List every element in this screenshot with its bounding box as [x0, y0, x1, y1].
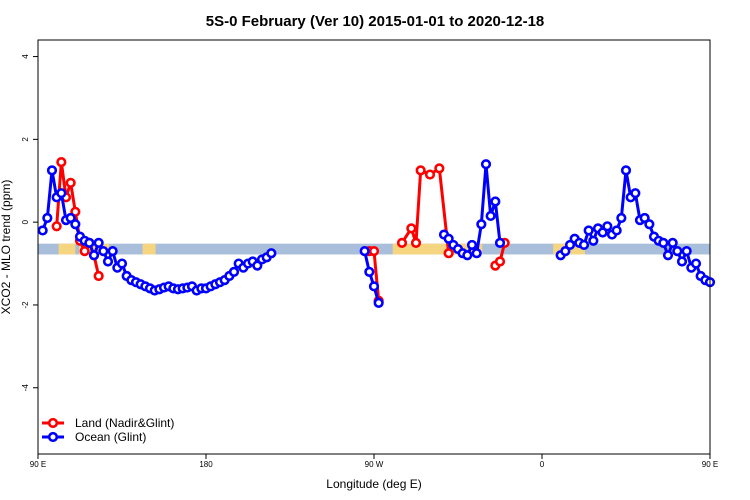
series-point-ocean: [639, 212, 650, 224]
series-point-ocean: [672, 246, 683, 257]
series-point-land: [70, 206, 81, 217]
series-point-ocean: [578, 239, 590, 251]
legend-marker: [47, 431, 59, 443]
series-point-land: [51, 221, 62, 232]
series-point-land: [56, 157, 67, 168]
series-point-ocean: [471, 248, 482, 259]
series-point-land: [434, 163, 445, 174]
series-point-ocean: [364, 266, 375, 277]
series-point-ocean: [597, 227, 608, 238]
series-point-land: [424, 169, 436, 180]
x-tick-label: 90 E: [702, 460, 718, 469]
series-line-land: [400, 165, 451, 254]
series-layer: [37, 157, 716, 308]
series-point-ocean: [373, 297, 384, 308]
legend-marker: [47, 417, 59, 429]
series-point-land: [406, 223, 417, 234]
series-point-ocean: [616, 212, 627, 224]
series-point-ocean: [630, 188, 641, 199]
series-point-land: [368, 246, 380, 257]
series-point-ocean: [476, 219, 487, 230]
y-axis: 4 2 0 -2 -4: [21, 54, 38, 392]
series-point-ocean: [494, 237, 506, 248]
series-point-ocean: [611, 225, 622, 236]
series-point-ocean: [583, 225, 594, 236]
series-point-ocean: [667, 237, 678, 248]
series-point-ocean: [98, 246, 109, 257]
series-point-ocean: [37, 225, 48, 236]
y-tick-label: 2: [21, 137, 30, 142]
series-point-ocean: [107, 246, 118, 257]
series-point-ocean: [359, 246, 370, 257]
legend-label: Ocean (Glint): [75, 430, 146, 444]
y-tick-label: -2: [21, 301, 30, 309]
series-point-ocean: [560, 246, 571, 257]
band-land: [392, 243, 483, 255]
x-tick-label: 90 W: [365, 460, 384, 469]
y-tick-label: 0: [21, 219, 30, 224]
series-point-ocean: [480, 159, 492, 170]
x-tick-label: 0: [540, 460, 545, 469]
series-point-ocean: [443, 233, 454, 244]
chart-title: 5S-0 February (Ver 10) 2015-01-01 to 202…: [206, 13, 545, 30]
series-point-ocean: [116, 258, 128, 269]
series-point-ocean: [88, 250, 100, 261]
band-land: [142, 243, 156, 255]
x-axis: 90 E 180 90 W 0 90 E: [30, 454, 718, 469]
band-land: [58, 243, 76, 255]
series-point-ocean: [662, 250, 674, 261]
series-point-land: [443, 248, 454, 259]
y-tick-label: 4: [21, 54, 30, 59]
series-point-ocean: [588, 235, 599, 246]
series-point-ocean: [658, 237, 669, 248]
series-point-land: [415, 165, 426, 176]
series-point-land: [410, 237, 422, 248]
y-tick-label: -4: [21, 384, 30, 392]
series-point-ocean: [690, 258, 702, 269]
y-axis-label: XCO2 - MLO trend (ppm): [0, 180, 13, 315]
series-point-ocean: [42, 212, 53, 224]
series-point-ocean: [266, 248, 277, 259]
series-point-ocean: [368, 281, 380, 292]
series-point-land: [65, 177, 76, 188]
series-point-ocean: [676, 256, 688, 267]
series-point-ocean: [485, 210, 496, 222]
x-axis-label: Longitude (deg E): [326, 477, 421, 491]
series-point-ocean: [252, 260, 263, 271]
series-point-ocean: [84, 237, 95, 248]
x-tick-label: 180: [199, 460, 213, 469]
band-land: [79, 243, 109, 255]
series-point-ocean: [490, 196, 501, 207]
legend: Land (Nadir&Glint)Ocean (Glint): [42, 416, 174, 444]
series-point-land: [79, 246, 90, 257]
series-point-ocean: [620, 165, 632, 176]
x-tick-label: 90 E: [30, 460, 46, 469]
series-point-ocean: [102, 256, 114, 267]
series-point-ocean: [46, 165, 58, 176]
legend-label: Land (Nadir&Glint): [75, 416, 174, 430]
series-point-ocean: [564, 239, 576, 251]
series-point-land: [93, 270, 104, 282]
series-point-ocean: [681, 246, 692, 257]
series-point-ocean: [228, 266, 240, 277]
series-point-ocean: [93, 237, 104, 248]
series-point-ocean: [466, 239, 478, 251]
series-point-land: [494, 256, 506, 267]
series-point-ocean: [65, 212, 76, 224]
series-line-ocean: [363, 250, 381, 304]
series-point-land: [396, 237, 408, 248]
series-point-ocean: [644, 219, 655, 230]
series-point-ocean: [70, 219, 81, 230]
series-point-ocean: [56, 188, 67, 199]
series-point-ocean: [462, 250, 473, 261]
series-point-ocean: [602, 221, 613, 232]
